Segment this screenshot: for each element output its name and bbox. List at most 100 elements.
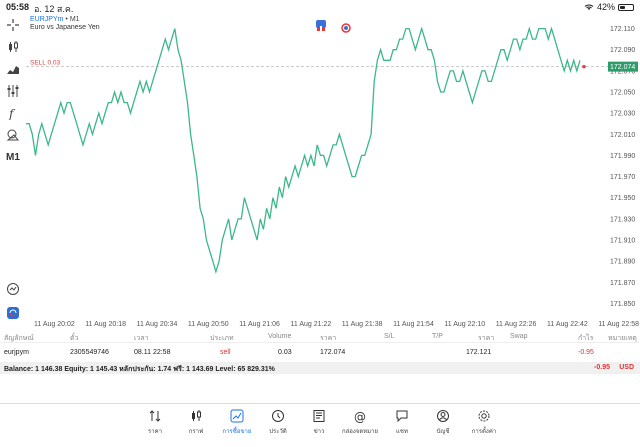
accounts-icon <box>437 410 449 422</box>
x-tick-label: 11 Aug 22:42 <box>547 321 588 328</box>
nav-settings[interactable]: การตั้งค่า <box>462 409 506 436</box>
status-time: 05:58 <box>6 2 30 12</box>
cell-current: 172.121 <box>466 349 492 356</box>
header-cell: Swap <box>510 333 528 340</box>
sync-icon[interactable] <box>4 304 22 322</box>
current-price-tag <box>608 61 638 72</box>
nav-news[interactable]: ข่าว <box>297 409 341 436</box>
battery-fill <box>620 5 626 9</box>
symbol-separator: • <box>65 16 68 23</box>
x-tick-label: 11 Aug 20:18 <box>85 321 126 328</box>
cell-ticket: 2305549746 <box>70 349 109 356</box>
header-cell: สัญลักษณ์ <box>4 335 34 342</box>
symbol-description: Euro vs Japanese Yen <box>30 24 100 31</box>
y-tick-label: 171.850 <box>610 301 635 308</box>
timeframe-label[interactable]: M1 <box>6 151 20 163</box>
nav-trade[interactable]: การซื้อขาย <box>215 409 259 436</box>
battery-icon <box>618 3 634 11</box>
y-tick-label: 172.010 <box>610 132 635 139</box>
y-tick-label: 171.910 <box>610 238 635 245</box>
nav-history[interactable]: ประวัติ <box>256 409 300 436</box>
y-tick-label: 171.990 <box>610 153 635 160</box>
chart-icon <box>192 410 201 421</box>
objects-icon[interactable] <box>4 126 22 144</box>
sell-marker <box>582 64 586 69</box>
trade-flag-icon[interactable] <box>316 20 326 32</box>
candlestick-icon[interactable] <box>4 38 22 56</box>
chart-type-icon[interactable] <box>4 60 22 78</box>
status-bar: 05:58 อ. 12 ส.ค. 42% <box>0 0 640 14</box>
nav-chat[interactable]: แชท <box>380 409 424 436</box>
x-tick-label: 11 Aug 21:54 <box>393 321 434 328</box>
quotes-icon <box>149 410 161 422</box>
cell-type: sell <box>220 349 231 356</box>
cell-symbol: eurjpym <box>4 349 29 356</box>
header-cell: T/P <box>432 333 443 340</box>
balance-currency: USD <box>619 364 634 371</box>
svg-text:@: @ <box>354 410 366 423</box>
header-cell: ราคา <box>478 335 495 342</box>
header-cell: S/L <box>384 333 395 340</box>
nav-quotes[interactable]: ราคา <box>133 409 177 436</box>
nav-accounts[interactable]: บัญชี <box>421 409 465 436</box>
y-tick-label: 171.890 <box>610 259 635 266</box>
wifi-icon <box>584 4 594 10</box>
bottom-nav: ราคา กราฟ การซื้อขาย ประวัติ ข่าว @ กล่อ… <box>0 403 640 447</box>
cell-profit: -0.95 <box>578 349 594 356</box>
battery-percent: 42% <box>596 2 615 12</box>
history-icon <box>272 410 284 422</box>
crosshair-icon[interactable] <box>4 16 22 34</box>
balance-bar: Balance: 1 146.38 Equity: 1 145.43 หลักป… <box>0 362 640 374</box>
header-cell: ราคา <box>320 335 337 342</box>
status-right: 42% <box>584 2 634 12</box>
symbol-name: EURJPYm <box>30 16 64 23</box>
svg-text:f: f <box>8 107 16 120</box>
y-tick-label: 172.050 <box>610 90 635 97</box>
header-cell: ตั๋ว <box>70 335 79 342</box>
y-tick-label: 171.950 <box>610 195 635 202</box>
trade-table: สัญลักษณ์ ตั๋ว เวลา ประเภท Volume ราคา S/L T/P ร… <box>0 330 640 362</box>
symbol-title: EURJPYm • M1 <box>30 16 80 23</box>
current-price-label: 172.074 <box>610 64 635 71</box>
x-tick-label: 11 Aug 20:50 <box>188 321 229 328</box>
table-row[interactable]: eurjpym 2305549746 08.11 22:58 sell 0.03… <box>0 342 640 362</box>
nav-mailbox[interactable]: @ กล่องจดหมาย <box>341 410 379 435</box>
table-header: สัญลักษณ์ ตั๋ว เวลา ประเภท Volume ราคา S/L T/P ร… <box>0 330 640 342</box>
chart-canvas[interactable]: 172.110 172.090 172.070 172.050 172.030 172.0… <box>26 14 640 330</box>
x-tick-label: 11 Aug 21:22 <box>291 321 332 328</box>
y-tick-label: 172.090 <box>610 47 635 54</box>
indicators-icon[interactable] <box>4 82 22 100</box>
x-tick-label: 11 Aug 22:10 <box>444 321 485 328</box>
x-tick-label: 11 Aug 21:06 <box>239 321 280 328</box>
chart-toolbar: f M1 <box>0 14 26 319</box>
header-cell: Volume <box>268 333 292 340</box>
x-tick-label: 11 Aug 22:26 <box>496 321 537 328</box>
y-tick-label: 172.110 <box>610 26 635 33</box>
cell-price: 172.074 <box>320 349 346 356</box>
settings-icon <box>478 410 490 422</box>
news-icon <box>313 410 325 422</box>
trade-icon <box>230 409 244 423</box>
y-tick-label: 172.070 <box>610 68 635 75</box>
function-icon[interactable]: f <box>4 104 22 122</box>
nav-chart[interactable]: กราฟ <box>174 409 218 436</box>
y-tick-label: 171.930 <box>610 216 635 223</box>
one-click-icon[interactable] <box>341 20 351 33</box>
x-tick-label: 11 Aug 20:02 <box>34 321 75 328</box>
zoom-icon[interactable] <box>4 280 22 298</box>
status-date: อ. 12 ส.ค. <box>34 4 74 14</box>
header-cell: ประเภท <box>210 335 234 342</box>
y-tick-label: 172.030 <box>610 111 635 118</box>
x-tick-label: 11 Aug 20:34 <box>137 321 178 328</box>
symbol-timeframe: M1 <box>69 16 80 23</box>
balance-text: Balance: 1 146.38 Equity: 1 145.43 หลักป… <box>4 366 275 373</box>
cell-volume: 0.03 <box>278 349 292 356</box>
balance-profit: -0.95 <box>594 364 610 371</box>
header-cell: หมายเหตุ <box>608 335 637 342</box>
sell-label: SELL 0.03 <box>30 60 61 67</box>
header-cell: เวลา <box>134 335 149 342</box>
cell-time: 08.11 22:58 <box>134 349 171 356</box>
chat-icon <box>396 410 408 423</box>
header-cell: กำไร <box>578 335 594 342</box>
price-chart[interactable]: EURJPYm • M1 Euro vs Japanese Yen 172.11… <box>26 14 640 330</box>
